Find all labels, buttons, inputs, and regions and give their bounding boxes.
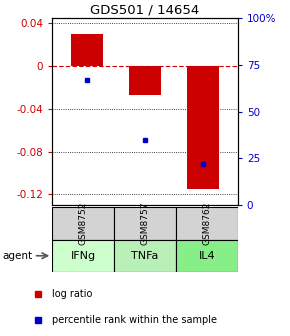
Text: IL4: IL4 [199, 251, 215, 261]
Text: GSM8757: GSM8757 [140, 202, 150, 245]
Text: TNFa: TNFa [131, 251, 159, 261]
Title: GDS501 / 14654: GDS501 / 14654 [90, 4, 200, 17]
Text: percentile rank within the sample: percentile rank within the sample [52, 315, 217, 325]
Text: agent: agent [2, 251, 32, 261]
Bar [71, 34, 103, 66]
Bar [176, 240, 238, 272]
Bar [114, 240, 176, 272]
Text: log ratio: log ratio [52, 289, 93, 299]
Bar [176, 207, 238, 240]
Text: GSM8752: GSM8752 [79, 202, 88, 245]
Text: GSM8762: GSM8762 [202, 202, 211, 245]
Bar [52, 240, 114, 272]
Bar [52, 207, 114, 240]
Bar [129, 66, 161, 95]
Bar [187, 66, 219, 189]
Bar [114, 207, 176, 240]
Text: IFNg: IFNg [70, 251, 96, 261]
